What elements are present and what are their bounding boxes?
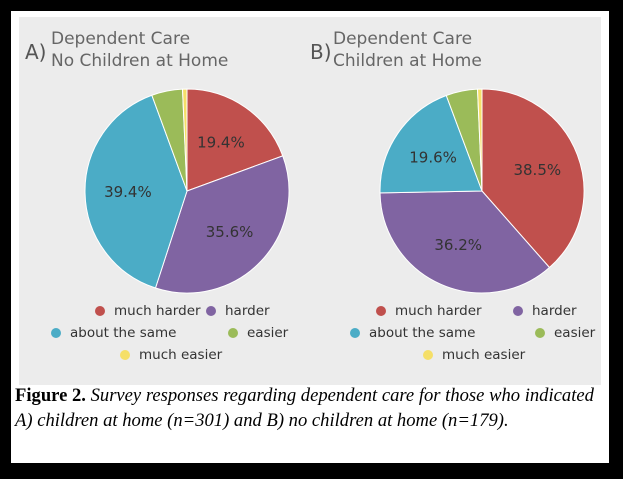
legend-item-about-the-same: about the same	[51, 325, 176, 341]
legend-item-harder: harder	[513, 303, 577, 319]
legend-label-much-easier: much easier	[442, 347, 526, 363]
legend-swatch-about-the-same	[350, 328, 360, 338]
pie-slice-harder	[379, 190, 551, 294]
panel-a-title-line-1: Dependent Care	[51, 29, 191, 49]
legend-label-about-the-same: about the same	[369, 325, 476, 341]
data-label-much-harder: 38.5%	[513, 161, 561, 179]
legend-label-easier: easier	[554, 325, 596, 341]
pie-slice-about-the-same	[379, 94, 483, 194]
pie-slice-much-harder	[186, 88, 284, 192]
data-label-harder: 36.2%	[434, 236, 482, 254]
legend-label-harder: harder	[532, 303, 577, 319]
chart-area: A) Dependent Care No Children at Home 19…	[19, 17, 601, 385]
figure-frame: A) Dependent Care No Children at Home 19…	[11, 11, 609, 463]
pie-slice-about-the-same	[84, 94, 188, 289]
panel-b-title-line-1: Dependent Care	[333, 29, 473, 49]
legend-swatch-harder	[513, 306, 523, 316]
panel-b-title-line-2: Children at Home	[333, 51, 482, 71]
legend-item-much-harder: much harder	[376, 303, 482, 319]
panel-a: A) Dependent Care No Children at Home 19…	[19, 17, 310, 385]
legend-label-much-harder: much harder	[114, 303, 201, 319]
legend-label-much-easier: much easier	[139, 347, 223, 363]
legend-label-much-harder: much harder	[395, 303, 482, 319]
data-label-about-the-same: 39.4%	[104, 183, 152, 201]
pie-chart-a: 19.4% 35.6% 39.4%	[84, 88, 290, 294]
panel-a-letter: A)	[25, 40, 47, 64]
panel-a-title-line-2: No Children at Home	[51, 51, 229, 71]
caption-label: Figure 2.	[15, 385, 86, 406]
legend-item-harder: harder	[206, 303, 270, 319]
legend-item-about-the-same: about the same	[350, 325, 475, 341]
data-label-about-the-same: 19.6%	[409, 149, 457, 167]
legend-swatch-easier	[228, 328, 238, 338]
pie-slice-much-easier	[181, 88, 188, 192]
legend-swatch-harder	[206, 306, 216, 316]
legend-item-much-easier: much easier	[423, 347, 525, 363]
legend-label-harder: harder	[225, 303, 270, 319]
legend-item-easier: easier	[228, 325, 288, 341]
legend-item-much-harder: much harder	[95, 303, 201, 319]
legend-swatch-easier	[535, 328, 545, 338]
legend-label-about-the-same: about the same	[70, 325, 177, 341]
caption-text: Survey responses regarding dependent car…	[15, 385, 594, 431]
panel-a-title: Dependent Care No Children at Home	[51, 28, 228, 72]
pie-chart-b: 38.5% 36.2% 19.6%	[379, 88, 585, 294]
panel-b-letter: B)	[310, 40, 332, 64]
panel-b: B) Dependent Care Children at Home 38.5%…	[310, 17, 601, 385]
legend-swatch-much-harder	[376, 306, 386, 316]
data-label-harder: 35.6%	[206, 223, 254, 241]
data-label-much-harder: 19.4%	[197, 134, 245, 152]
pie-slice-much-harder	[481, 88, 585, 269]
legend-swatch-much-easier	[120, 350, 130, 360]
legend-label-easier: easier	[247, 325, 289, 341]
panel-b-title: Dependent Care Children at Home	[333, 28, 482, 72]
legend-swatch-much-harder	[95, 306, 105, 316]
legend-item-much-easier: much easier	[120, 347, 222, 363]
figure-caption: Figure 2. Survey responses regarding dep…	[15, 383, 605, 433]
pie-slice-much-easier	[476, 88, 483, 192]
legend-swatch-much-easier	[423, 350, 433, 360]
legend-swatch-about-the-same	[51, 328, 61, 338]
legend-item-easier: easier	[535, 325, 595, 341]
pie-slice-harder	[154, 155, 290, 294]
